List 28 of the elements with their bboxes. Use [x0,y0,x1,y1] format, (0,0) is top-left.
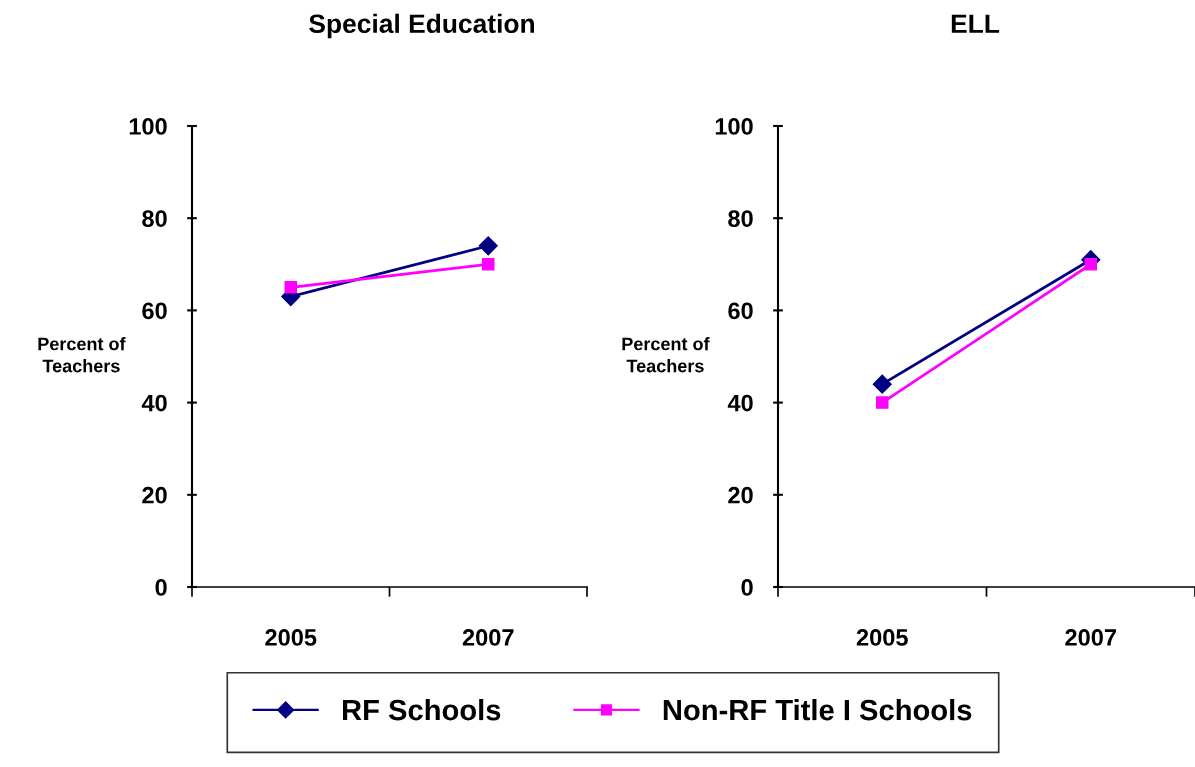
x-tick-label: 2005 [265,629,317,646]
point [872,374,892,394]
y-axis-title: Percent of Teachers [622,337,710,373]
point [875,396,889,409]
y-tick-label: 80 [728,210,753,227]
y-tick-label: 80 [142,210,167,227]
x-tick-label: 2007 [1065,629,1116,646]
chart-title: Special Education [309,13,535,39]
y-tick-label: 60 [728,302,753,320]
y-tick-label: 40 [141,394,167,412]
point [284,281,298,294]
y-tick-label: 100 [715,118,753,135]
chart-title: ELL [951,14,1000,33]
legend-label: RF Schools [342,698,501,721]
x-tick-label: 2007 [462,629,514,646]
point [481,258,495,271]
y-tick-label: 0 [155,579,167,596]
y-tick-label: 60 [142,302,167,320]
y-tick-label: 40 [727,394,753,412]
y-tick-label: 0 [741,579,753,596]
y-tick-label: 100 [129,118,167,135]
legend-label: Non-RF Title I Schools [663,698,972,721]
point [1084,258,1098,271]
point [478,236,498,256]
y-axis-title: Percent of Teachers [38,337,126,373]
y-tick-label: 20 [728,486,753,504]
x-tick-label: 2005 [856,629,908,646]
y-tick-label: 20 [142,486,167,504]
